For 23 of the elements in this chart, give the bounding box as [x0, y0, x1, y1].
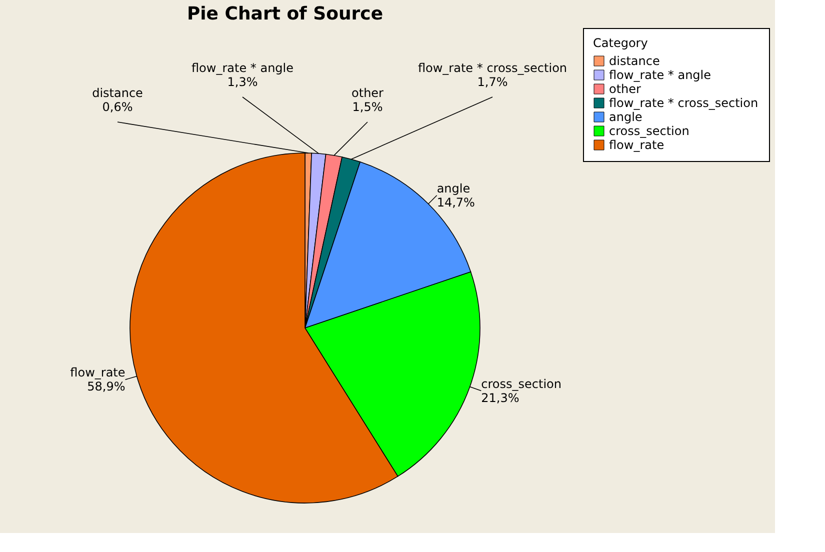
data-label: 14,7%	[436, 195, 475, 210]
slice-label: distance	[92, 86, 143, 100]
legend-label: flow_rate * angle	[609, 68, 712, 82]
slice-label: flow_rate * angle	[191, 61, 294, 75]
legend-label: distance	[609, 54, 660, 68]
legend-label: angle	[609, 110, 642, 124]
data-label: 1,7%	[477, 75, 508, 89]
legend-label: cross_section	[609, 124, 690, 138]
slice-label: flow_rate * cross_section	[418, 61, 568, 75]
chart-title: Pie Chart of Source	[186, 4, 384, 24]
data-label: 0,6%	[102, 100, 133, 114]
slice-label: flow_rate	[70, 366, 126, 380]
legend-label: other	[609, 82, 642, 96]
data-label: 58,9%	[87, 380, 126, 394]
slice-label: other	[352, 86, 384, 100]
data-label: 1,3%	[227, 75, 258, 89]
legend-label: flow_rate * cross_section	[609, 96, 758, 110]
data-label: 21,3%	[481, 390, 520, 405]
legend-label: flow_rate	[609, 138, 664, 152]
slice-label: cross_section	[481, 376, 562, 391]
slice-label: angle	[436, 181, 470, 196]
data-label: 1,5%	[352, 100, 383, 114]
legend-title: Category	[593, 36, 648, 50]
